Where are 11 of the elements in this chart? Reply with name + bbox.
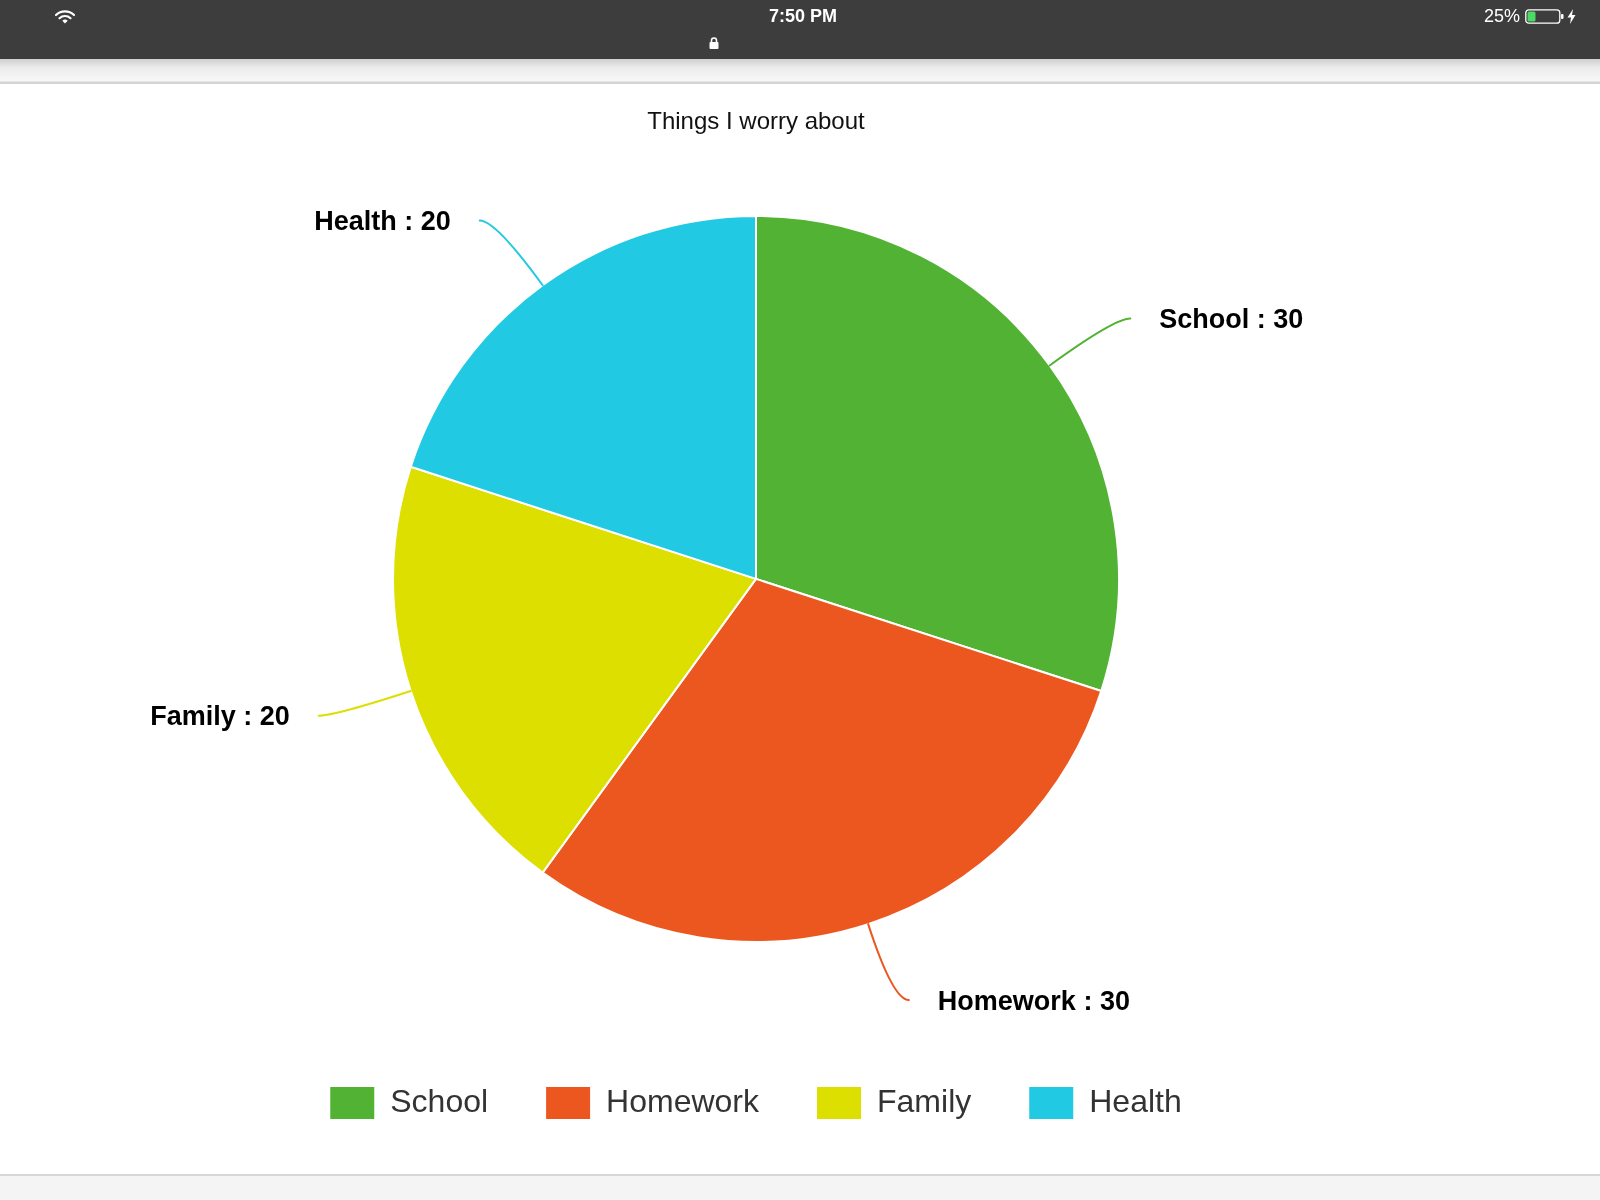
data-label: Health : 20 — [314, 206, 451, 237]
text: 7:50 PM — [768, 6, 838, 26]
legend-label: School — [390, 1082, 489, 1119]
legend-label: Family — [877, 1082, 972, 1119]
legend-label: Homework — [606, 1082, 761, 1119]
data-label: Homework : 30 — [937, 985, 1130, 1016]
text: 25% — [1483, 6, 1520, 26]
data-label: Family : 20 — [150, 701, 290, 732]
chart-title: Things I worry about — [647, 107, 866, 135]
data-label: School : 30 — [1159, 304, 1304, 335]
legend-label: Health — [1089, 1082, 1182, 1119]
